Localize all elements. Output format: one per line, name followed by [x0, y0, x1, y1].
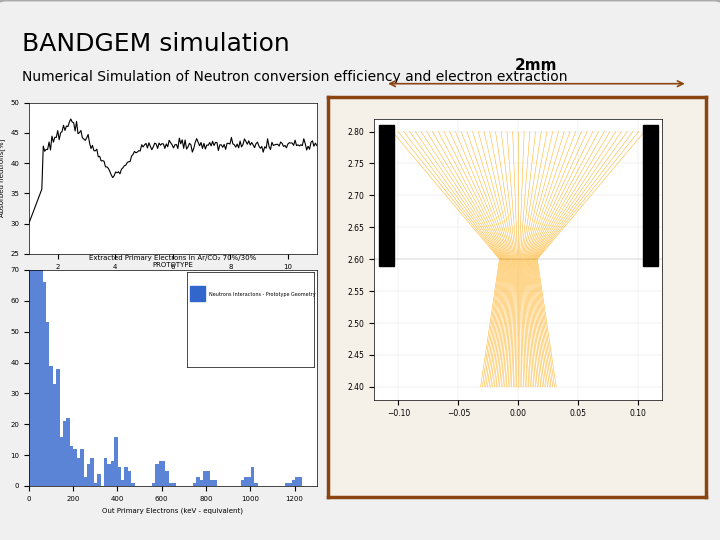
Text: Numerical Simulation of Neutron conversion efficiency and electron extraction: Numerical Simulation of Neutron conversi… — [22, 70, 567, 84]
Bar — [77, 458, 80, 486]
Bar — [240, 480, 244, 486]
Bar — [213, 480, 217, 486]
Bar — [207, 470, 210, 486]
Bar — [193, 483, 196, 486]
Bar — [36, 199, 39, 486]
Bar — [111, 461, 114, 486]
Bar — [63, 421, 66, 486]
Bar — [196, 477, 199, 486]
Bar — [70, 446, 73, 486]
Bar — [107, 464, 111, 486]
Bar — [248, 477, 251, 486]
Bar — [39, 261, 42, 486]
Bar — [295, 477, 299, 486]
Bar — [94, 483, 97, 486]
Bar — [46, 322, 50, 486]
Bar — [32, 165, 36, 486]
Bar — [29, 0, 32, 486]
Bar — [60, 437, 63, 486]
Bar — [643, 125, 657, 266]
Text: BANDGEM simulation: BANDGEM simulation — [22, 32, 289, 56]
Bar — [162, 461, 166, 486]
Bar — [90, 458, 94, 486]
Bar — [56, 369, 60, 486]
Bar — [80, 449, 84, 486]
Bar — [199, 480, 203, 486]
Text: Volumetric Simulation (1000 e-) Diffusion ON
Good Electron 1000, Out Electron 26: Volumetric Simulation (1000 e-) Diffusio… — [342, 378, 608, 411]
Bar — [121, 480, 125, 486]
Bar — [210, 480, 213, 486]
Bar — [84, 477, 87, 486]
Bar — [289, 483, 292, 486]
Bar — [104, 458, 107, 486]
Bar — [131, 483, 135, 486]
Title: Extracted Primary Electrons in Ar/CO₂ 70%/30%
PROTOTYPE: Extracted Primary Electrons in Ar/CO₂ 70… — [89, 255, 256, 268]
Bar — [172, 483, 176, 486]
Bar — [114, 437, 117, 486]
Bar — [254, 483, 258, 486]
Y-axis label: Absorbed neutrons[%]: Absorbed neutrons[%] — [0, 139, 4, 218]
Bar — [53, 384, 56, 486]
Bar — [152, 483, 156, 486]
Bar — [166, 470, 169, 486]
Bar — [379, 125, 394, 266]
Bar — [292, 480, 295, 486]
Bar — [285, 483, 289, 486]
Text: GAS=2mm: GAS=2mm — [351, 227, 361, 281]
Bar — [50, 366, 53, 486]
Text: Volumetric Simulation (1000 e-) Diffusion OFF
Good Electron 1000, Out Electron 4: Volumetric Simulation (1000 e-) Diffusio… — [342, 448, 613, 481]
Bar — [169, 483, 172, 486]
Bar — [97, 474, 101, 486]
Bar — [244, 477, 248, 486]
Bar — [251, 468, 254, 486]
Bar — [42, 282, 46, 486]
X-axis label: Degree[°]: Degree[°] — [156, 275, 190, 282]
Bar — [158, 461, 162, 486]
Bar — [73, 449, 77, 486]
Bar — [87, 464, 90, 486]
Text: 2mm: 2mm — [515, 58, 558, 73]
Text: B4C=2mm: B4C=2mm — [351, 127, 361, 180]
Bar — [203, 470, 207, 486]
Bar — [128, 470, 131, 486]
X-axis label: Out Primary Electrons (keV - equivalent): Out Primary Electrons (keV - equivalent) — [102, 507, 243, 514]
Bar — [156, 464, 158, 486]
Bar — [66, 418, 70, 486]
Bar — [117, 468, 121, 486]
Bar — [125, 468, 128, 486]
Bar — [299, 477, 302, 486]
